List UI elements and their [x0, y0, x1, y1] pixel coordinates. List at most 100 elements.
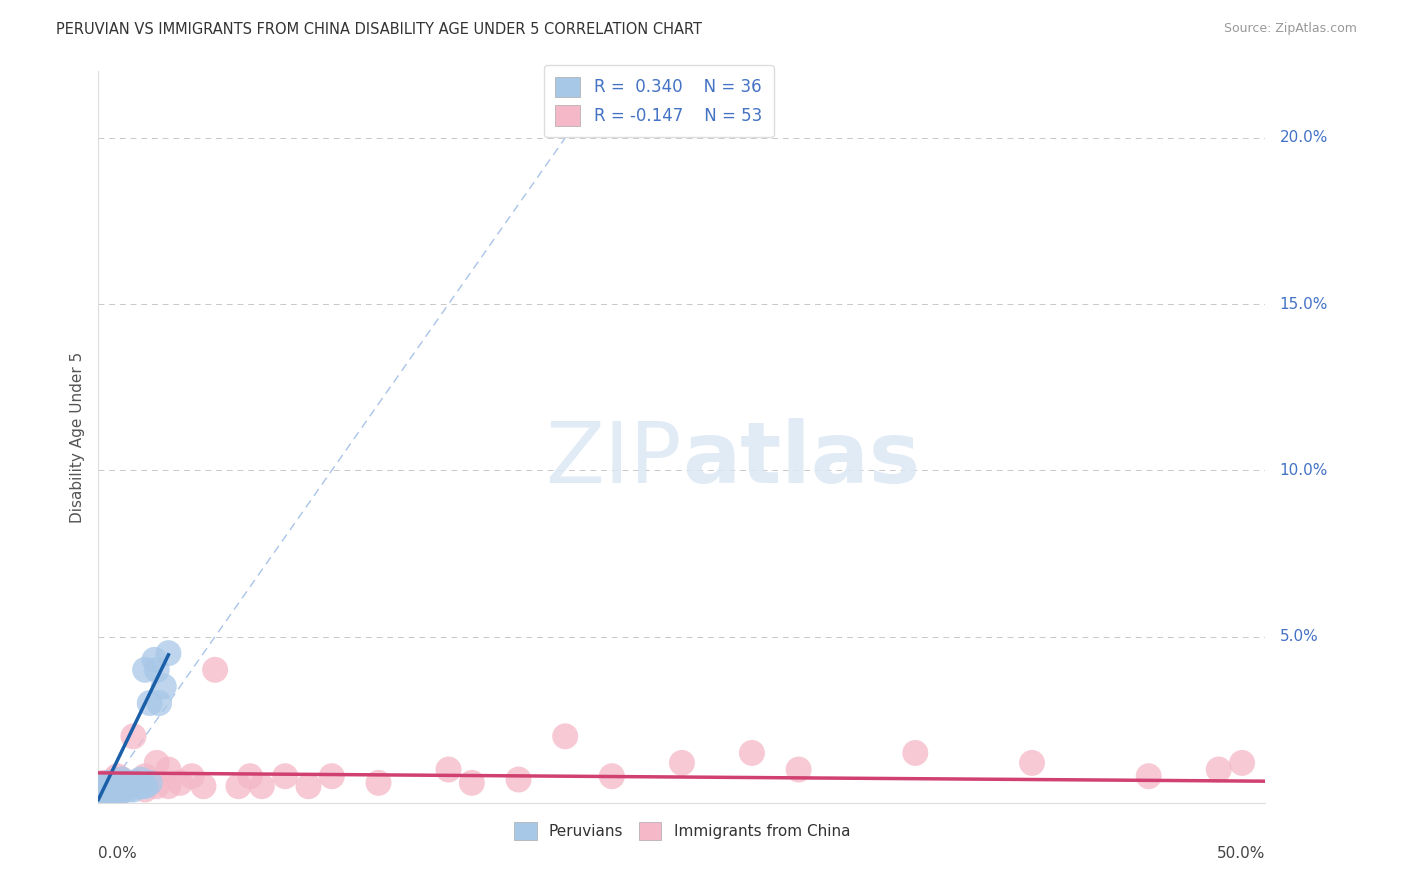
Point	[122, 782, 145, 797]
Text: 10.0%: 10.0%	[1279, 463, 1327, 478]
Text: ZIP: ZIP	[546, 417, 682, 500]
Point	[101, 782, 124, 797]
Point	[143, 653, 166, 667]
Text: 0.0%: 0.0%	[98, 846, 138, 861]
Point	[90, 786, 112, 800]
Text: Source: ZipAtlas.com: Source: ZipAtlas.com	[1223, 22, 1357, 36]
Point	[104, 786, 127, 800]
Point	[108, 776, 131, 790]
Point	[146, 779, 169, 793]
Point	[91, 776, 114, 790]
Text: 20.0%: 20.0%	[1279, 130, 1327, 145]
Point	[239, 769, 262, 783]
Point	[104, 772, 127, 787]
Point	[111, 772, 134, 787]
Point	[250, 779, 273, 793]
Point	[146, 663, 169, 677]
Point	[139, 776, 162, 790]
Point	[904, 746, 927, 760]
Point	[111, 782, 134, 797]
Point	[90, 786, 112, 800]
Point	[101, 782, 124, 797]
Point	[148, 696, 170, 710]
Point	[1137, 769, 1160, 783]
Point	[228, 779, 250, 793]
Point	[104, 786, 127, 800]
Text: 15.0%: 15.0%	[1279, 297, 1327, 311]
Point	[180, 769, 202, 783]
Point	[169, 776, 191, 790]
Point	[146, 756, 169, 770]
Text: PERUVIAN VS IMMIGRANTS FROM CHINA DISABILITY AGE UNDER 5 CORRELATION CHART: PERUVIAN VS IMMIGRANTS FROM CHINA DISABI…	[56, 22, 702, 37]
Point	[1208, 763, 1230, 777]
Text: 5.0%: 5.0%	[1279, 629, 1319, 644]
Point	[101, 776, 124, 790]
Point	[741, 746, 763, 760]
Point	[118, 782, 141, 797]
Point	[105, 769, 128, 783]
Y-axis label: Disability Age Under 5: Disability Age Under 5	[69, 351, 84, 523]
Point	[787, 763, 810, 777]
Point	[97, 782, 120, 797]
Point	[1230, 756, 1253, 770]
Point	[125, 776, 148, 790]
Point	[108, 779, 131, 793]
Point	[98, 786, 121, 800]
Point	[600, 769, 623, 783]
Point	[111, 782, 134, 797]
Point	[94, 786, 117, 800]
Point	[193, 779, 215, 793]
Point	[112, 779, 135, 793]
Point	[101, 776, 124, 790]
Point	[98, 779, 121, 793]
Point	[127, 779, 149, 793]
Point	[461, 776, 484, 790]
Point	[97, 776, 120, 790]
Point	[134, 779, 156, 793]
Point	[91, 782, 114, 797]
Point	[122, 776, 145, 790]
Point	[139, 696, 162, 710]
Point	[132, 779, 155, 793]
Point	[157, 646, 180, 660]
Point	[367, 776, 389, 790]
Text: atlas: atlas	[682, 417, 920, 500]
Point	[97, 776, 120, 790]
Point	[104, 779, 127, 793]
Point	[321, 769, 343, 783]
Point	[94, 779, 117, 793]
Point	[105, 782, 128, 797]
Point	[90, 779, 112, 793]
Point	[105, 776, 128, 790]
Point	[274, 769, 297, 783]
Point	[152, 680, 174, 694]
Point	[157, 763, 180, 777]
Point	[554, 729, 576, 743]
Point	[204, 663, 226, 677]
Point	[134, 769, 156, 783]
Point	[115, 776, 138, 790]
Point	[91, 782, 114, 797]
Point	[508, 772, 530, 787]
Point	[437, 763, 460, 777]
Point	[94, 779, 117, 793]
Point	[105, 782, 128, 797]
Point	[129, 772, 152, 787]
Point	[297, 779, 319, 793]
Legend: Peruvians, Immigrants from China: Peruvians, Immigrants from China	[508, 815, 856, 847]
Point	[98, 786, 121, 800]
Point	[98, 779, 121, 793]
Point	[111, 772, 134, 787]
Point	[108, 786, 131, 800]
Point	[1021, 756, 1043, 770]
Point	[97, 782, 120, 797]
Point	[115, 779, 138, 793]
Point	[157, 779, 180, 793]
Point	[120, 779, 142, 793]
Point	[134, 663, 156, 677]
Point	[108, 786, 131, 800]
Point	[122, 729, 145, 743]
Point	[671, 756, 693, 770]
Text: 50.0%: 50.0%	[1218, 846, 1265, 861]
Point	[134, 782, 156, 797]
